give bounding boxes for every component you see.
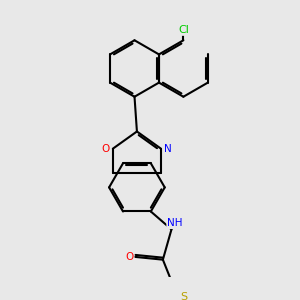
Text: NH: NH (167, 218, 183, 228)
Text: N: N (164, 144, 172, 154)
Text: S: S (180, 292, 187, 300)
Text: O: O (125, 252, 133, 262)
Text: O: O (102, 144, 110, 154)
Text: Cl: Cl (178, 25, 189, 35)
